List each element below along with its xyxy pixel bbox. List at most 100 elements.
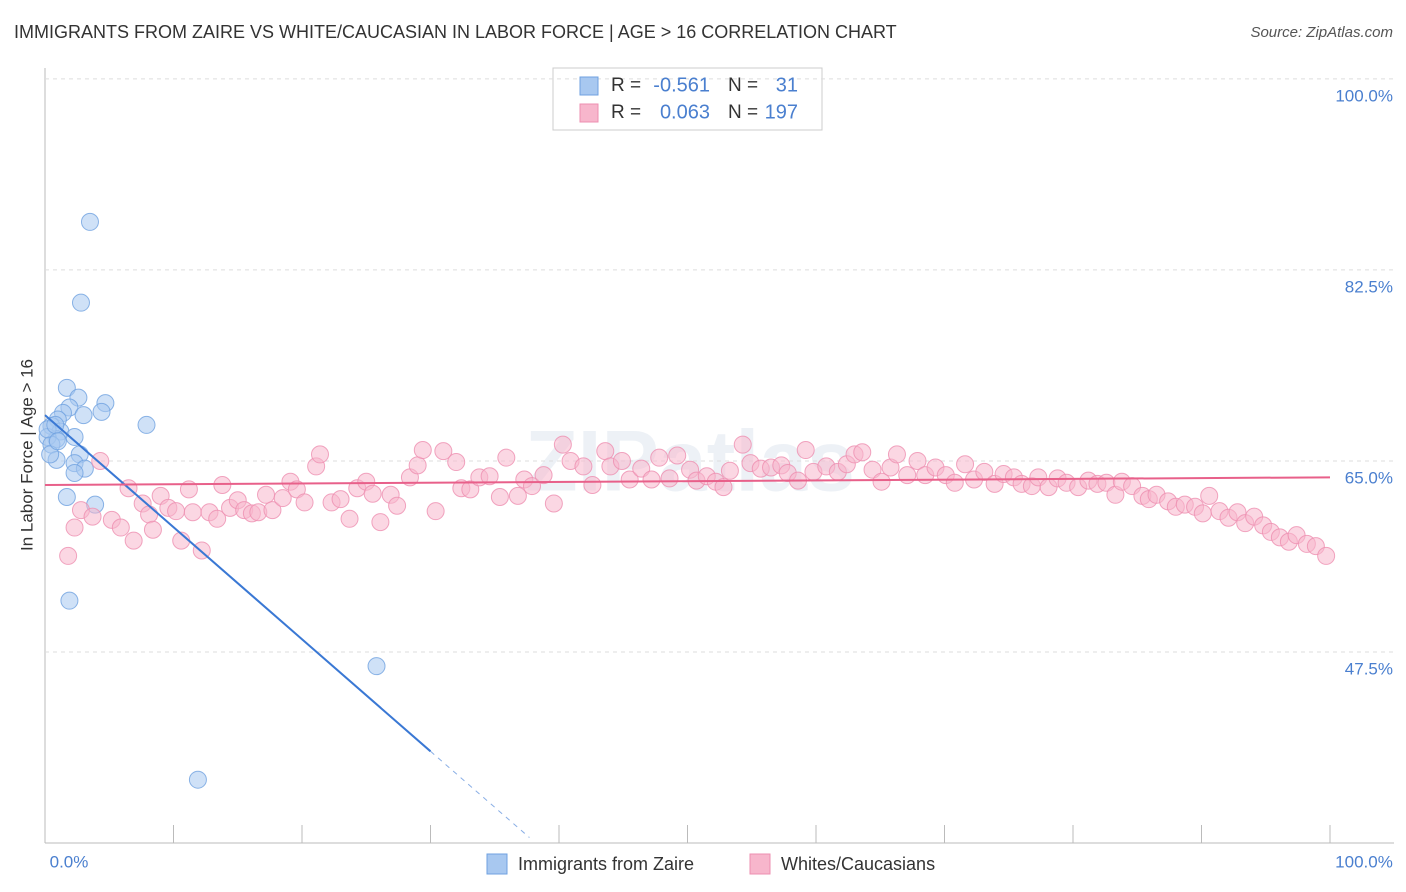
scatter-point: [945, 473, 964, 492]
scatter-point: [574, 457, 593, 476]
legend-r-value: 0.063: [660, 101, 710, 123]
scatter-point: [208, 509, 227, 528]
scatter-point: [48, 432, 67, 451]
legend-label: Whites/Caucasians: [781, 854, 935, 874]
scatter-point: [83, 507, 102, 526]
scatter-point: [371, 513, 390, 532]
scatter-point: [167, 502, 186, 521]
scatter-point: [434, 442, 453, 461]
trend-line: [44, 414, 432, 753]
legend-r-value: -0.561: [653, 74, 710, 96]
scatter-point: [331, 490, 350, 509]
x-tick-label: 100.0%: [1335, 852, 1393, 871]
scatter-point: [124, 531, 143, 550]
scatter-point: [57, 378, 76, 397]
y-tick-label: 100.0%: [1335, 86, 1393, 105]
scatter-point: [720, 461, 739, 480]
scatter-point: [80, 212, 99, 231]
scatter-point: [642, 470, 661, 489]
scatter-point: [497, 448, 516, 467]
legend-swatch: [579, 76, 599, 96]
scatter-point: [668, 446, 687, 465]
y-axis-label: In Labor Force | Age > 16: [17, 359, 36, 551]
scatter-point: [853, 443, 872, 462]
scatter-point: [461, 480, 480, 499]
scatter-point: [553, 435, 572, 454]
scatter-point: [140, 505, 159, 524]
scatter-point: [57, 487, 76, 506]
scatter-point: [583, 475, 602, 494]
legend-swatch: [486, 853, 508, 875]
scatter-point: [863, 460, 882, 479]
scatter-point: [534, 466, 553, 485]
scatter-point: [508, 486, 527, 505]
scatter-point: [1200, 486, 1219, 505]
legend-label: Immigrants from Zaire: [518, 854, 694, 874]
legend-n-value: 31: [776, 74, 798, 96]
scatter-point: [612, 451, 631, 470]
scatter-point: [650, 448, 669, 467]
trend-line-extension: [430, 750, 530, 838]
scatter-point: [388, 496, 407, 515]
trend-line: [44, 476, 1331, 486]
scatter-point: [310, 445, 329, 464]
scatter-point: [263, 501, 282, 520]
scatter-point: [183, 503, 202, 522]
legend-r-label: R =: [611, 102, 641, 123]
scatter-point: [1317, 546, 1336, 565]
scatter-point: [137, 415, 156, 434]
scatter-point: [620, 470, 639, 489]
scatter-point: [480, 467, 499, 486]
scatter-point: [596, 442, 615, 461]
scatter-point: [65, 463, 84, 482]
scatter-point: [295, 493, 314, 512]
scatter-point: [92, 402, 111, 421]
legend-n-label: N =: [728, 75, 758, 96]
scatter-point: [796, 441, 815, 460]
scatter-point: [490, 487, 509, 506]
scatter-point: [273, 489, 292, 508]
legend-n-value: 197: [765, 101, 798, 123]
scatter-point: [367, 657, 386, 676]
scatter-point: [59, 546, 78, 565]
scatter-point: [872, 472, 891, 491]
scatter-point: [408, 456, 427, 475]
scatter-point: [257, 485, 276, 504]
scatter-point: [74, 406, 93, 425]
scatter-point: [111, 518, 130, 537]
scatter-point: [908, 451, 927, 470]
legend-swatch: [579, 103, 599, 123]
scatter-point: [426, 502, 445, 521]
scatter-point: [956, 455, 975, 474]
scatter-point: [60, 591, 79, 610]
scatter-point: [188, 770, 207, 789]
scatter-point: [714, 478, 733, 497]
scatter-point: [143, 520, 162, 539]
legend-n-label: N =: [728, 102, 758, 123]
x-tick-label: 0.0%: [50, 852, 89, 871]
scatter-point: [544, 494, 563, 513]
scatter-point: [733, 435, 752, 454]
scatter-point: [898, 466, 917, 485]
scatter-point: [660, 469, 679, 488]
scatter-point: [65, 518, 84, 537]
scatter-point: [213, 475, 232, 494]
chart-title: IMMIGRANTS FROM ZAIRE VS WHITE/CAUCASIAN…: [14, 22, 897, 42]
scatter-point: [71, 293, 90, 312]
scatter-point: [887, 445, 906, 464]
scatter-point: [65, 427, 84, 446]
y-tick-label: 47.5%: [1345, 659, 1393, 678]
y-tick-label: 82.5%: [1345, 277, 1393, 296]
legend-r-label: R =: [611, 75, 641, 96]
scatter-point: [363, 484, 382, 503]
scatter-point: [91, 451, 110, 470]
scatter-point: [413, 441, 432, 460]
scatter-point: [447, 453, 466, 472]
legend-swatch: [749, 853, 771, 875]
scatter-point: [340, 509, 359, 528]
source: Source: ZipAtlas.com: [1250, 24, 1393, 41]
scatter-point: [1193, 504, 1212, 523]
y-tick-label: 65.0%: [1345, 468, 1393, 487]
